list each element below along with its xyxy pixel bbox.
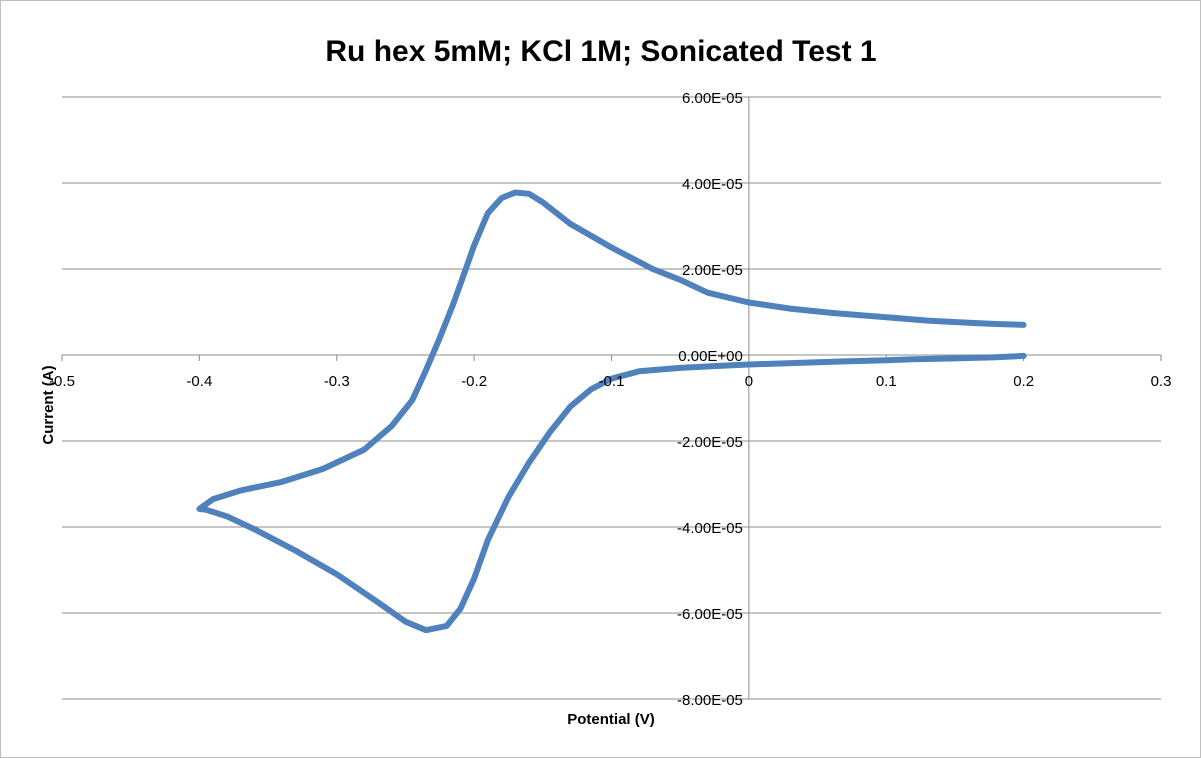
y-tick-label-3: 0.00E+00 [678, 348, 743, 365]
x-tick-label-8: 0.3 [1151, 373, 1172, 390]
chart-title: Ru hex 5mM; KCl 1M; Sonicated Test 1 [325, 35, 876, 68]
y-tick-label-1: 4.00E-05 [682, 176, 743, 193]
x-tick-label-2: -0.3 [324, 373, 350, 390]
x-tick-label-0: -0.5 [49, 373, 75, 390]
gridlines [62, 96, 1161, 700]
data-series [196, 189, 1027, 634]
y-tick-label-5: -4.00E-05 [677, 520, 743, 537]
y-tick-label-4: -2.00E-05 [677, 434, 743, 451]
y-tick-label-6: -6.00E-05 [677, 606, 743, 623]
axes [61, 96, 1162, 700]
tick-labels: 6.00E-05 4.00E-05 2.00E-05 0.00E+00 -2.00E-0… [49, 90, 1171, 709]
x-tick-label-3: -0.2 [461, 373, 487, 390]
y-axis-title: Current (A) [40, 365, 57, 444]
x-axis-title: Potential (V) [567, 711, 655, 728]
x-tick-label-1: -0.4 [186, 373, 212, 390]
x-tick-label-6: 0.1 [876, 373, 897, 390]
x-tick-label-7: 0.2 [1013, 373, 1034, 390]
y-tick-label-0: 6.00E-05 [682, 90, 743, 107]
y-tick-label-2: 2.00E-05 [682, 262, 743, 279]
y-tick-label-7: -8.00E-05 [677, 692, 743, 709]
x-tick-label-4: -0.1 [599, 373, 625, 390]
x-tick-label-5: 0 [745, 373, 753, 390]
series-line-0 [196, 189, 1027, 634]
